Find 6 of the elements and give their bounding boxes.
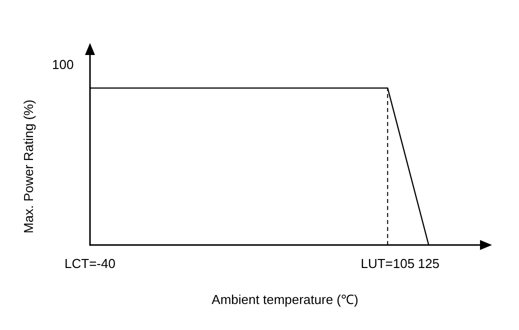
y-axis-title: Max. Power Rating (%) <box>21 100 36 234</box>
text: 100 <box>52 57 74 72</box>
x-tick-label: LUT=105 <box>360 256 415 271</box>
x-tick-label: LCT=-40 <box>64 256 116 271</box>
x-tick-label: 125 <box>418 256 440 271</box>
x-axis-title: Ambient temperature (℃) <box>212 292 358 307</box>
